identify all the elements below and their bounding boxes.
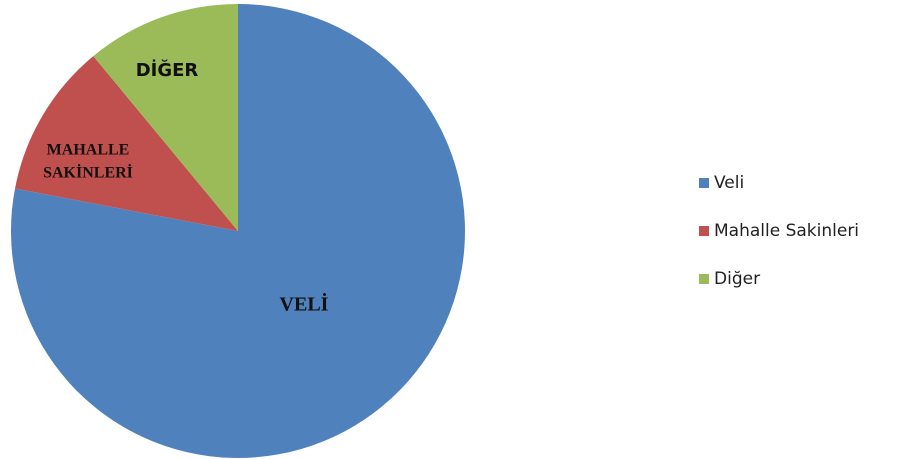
legend-swatch (699, 178, 709, 188)
slice-label: MAHALLE (47, 142, 130, 159)
legend-label: Mahalle Sakinleri (714, 221, 859, 241)
pie-slice (93, 4, 239, 231)
legend-label: Veli (714, 173, 744, 193)
slice-label: DİĞER (136, 59, 199, 81)
legend-label: Diğer (714, 269, 760, 289)
pie-slice (15, 56, 238, 232)
slice-label: SAKİNLERİ (43, 163, 133, 182)
pie-slice (10, 4, 466, 458)
slice-label: VELİ (280, 292, 329, 316)
legend-swatch (699, 226, 709, 236)
legend-swatch (699, 274, 709, 284)
